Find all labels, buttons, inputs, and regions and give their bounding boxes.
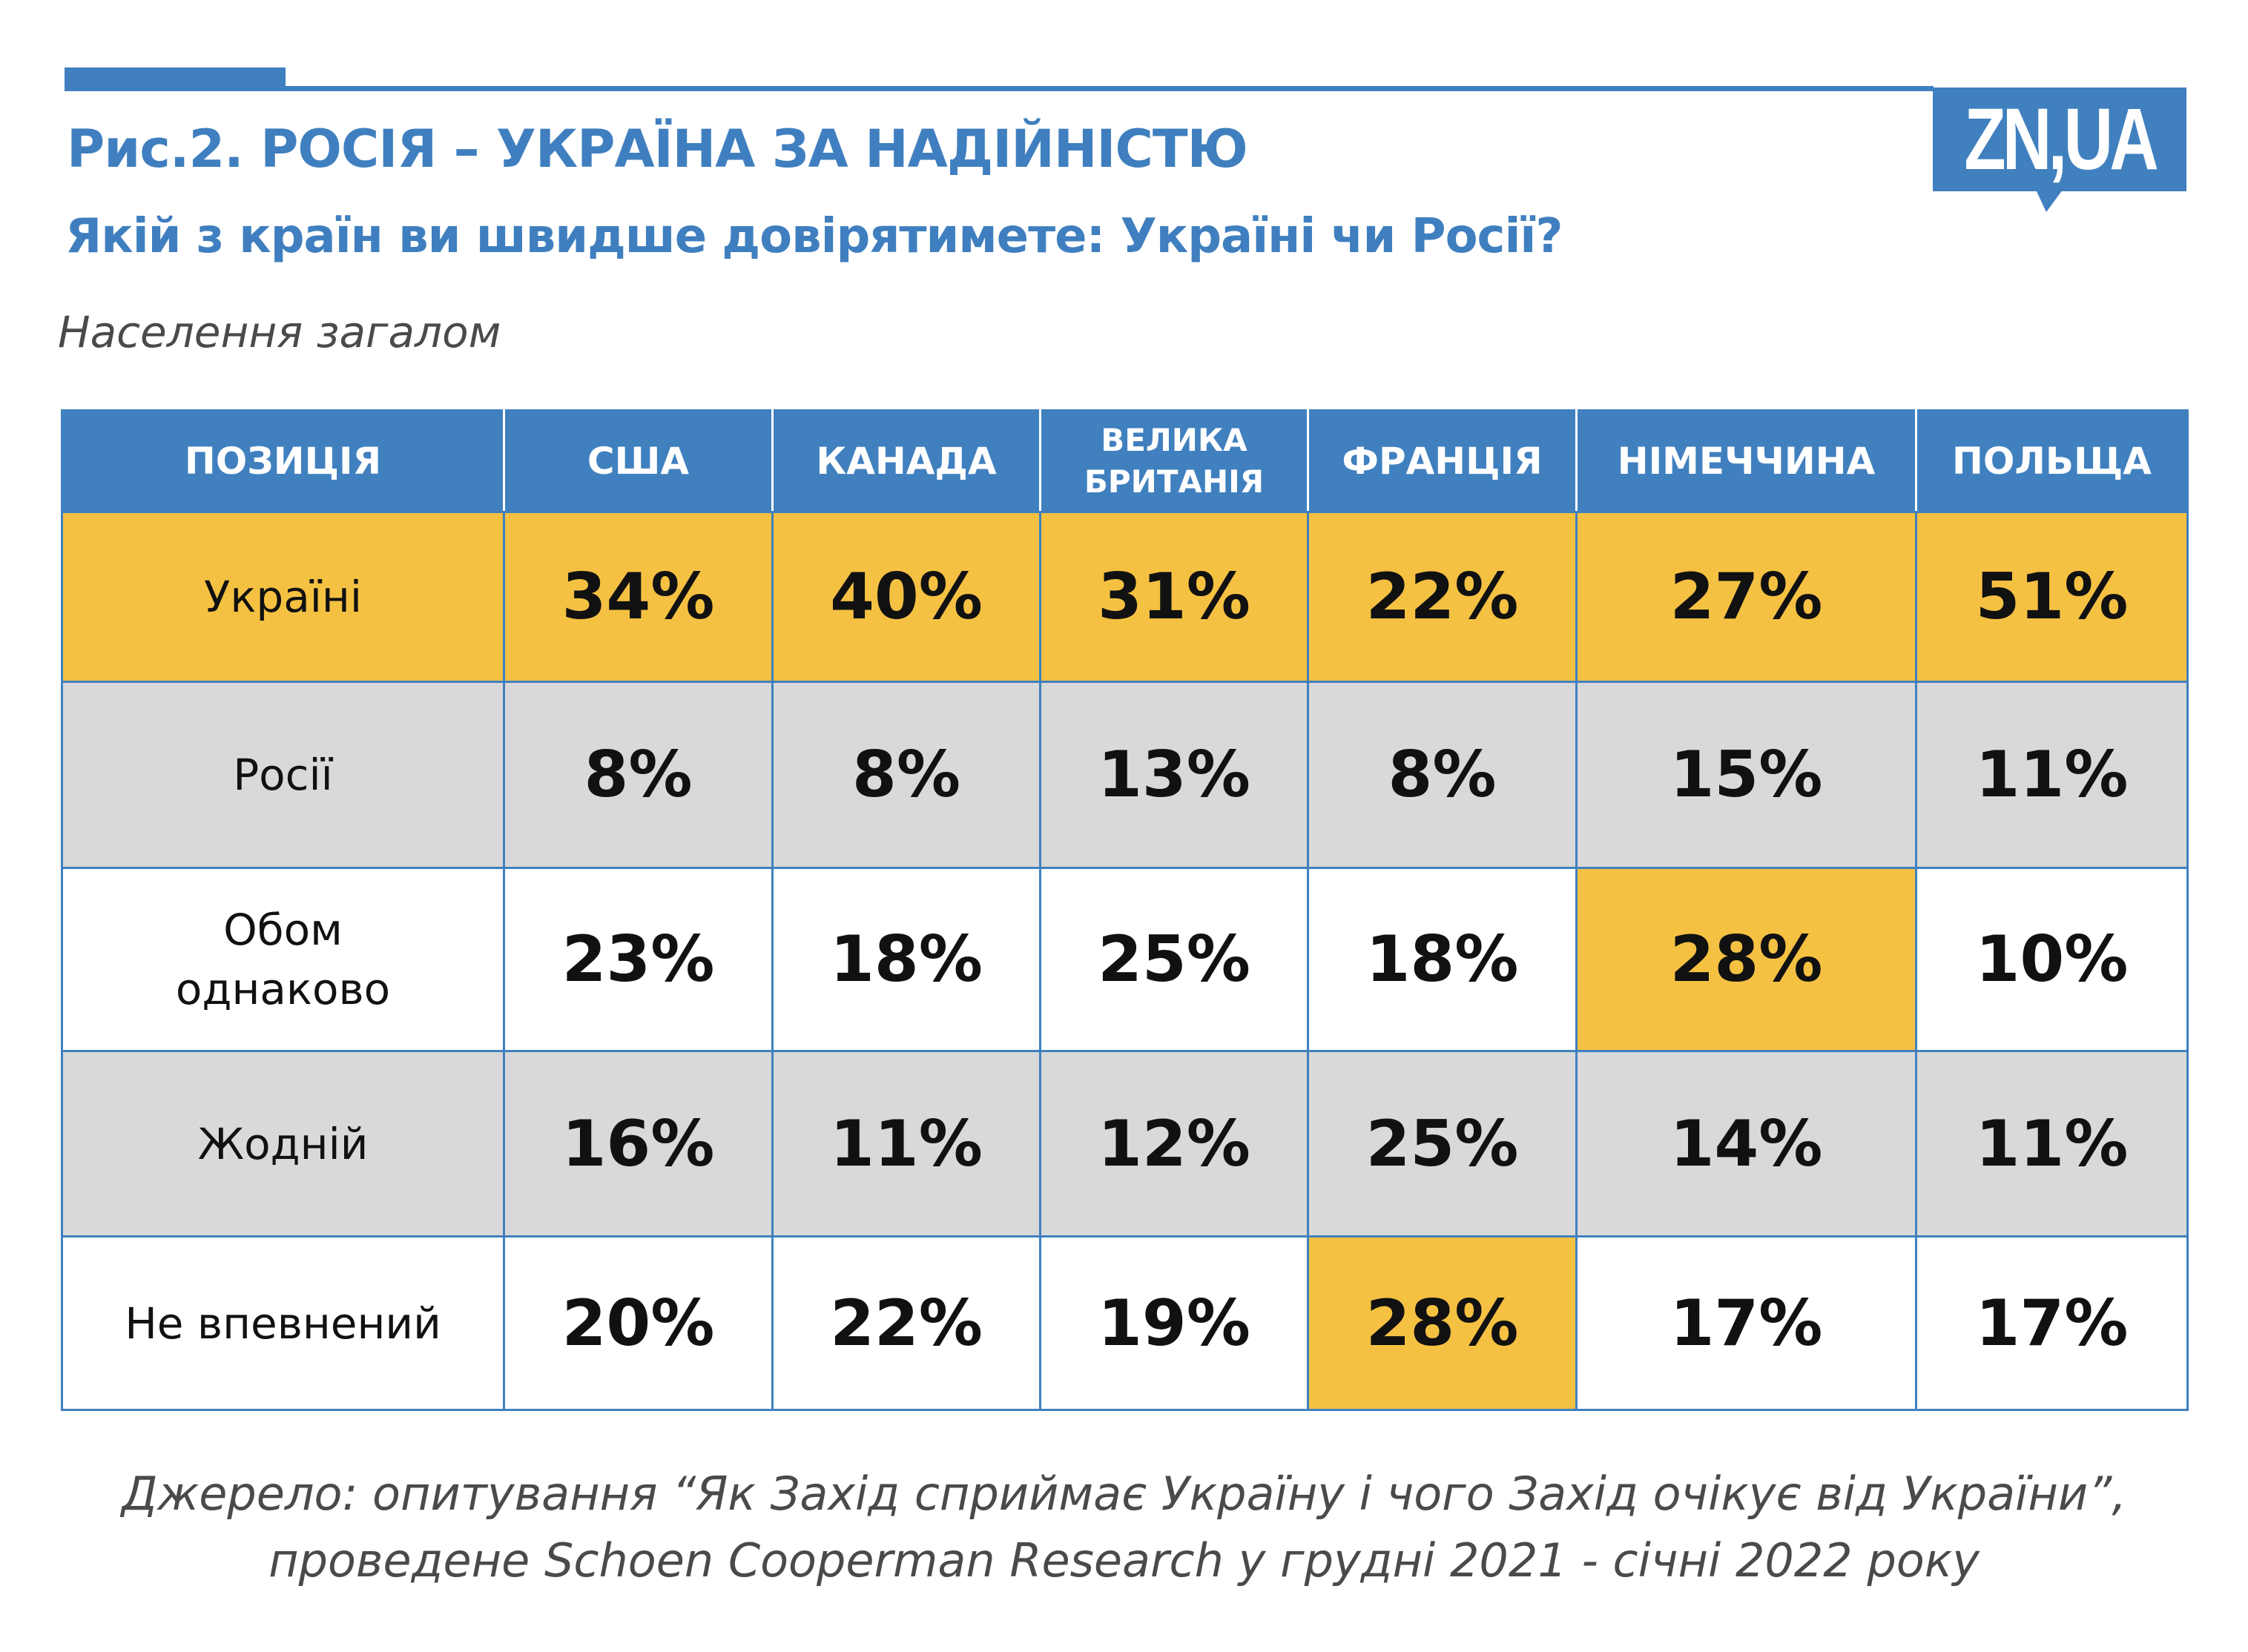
row-label: Росії [61,681,505,869]
table-row: Жодній 16% 11% 12% 25% 14% 11% [61,1050,2189,1238]
value-cell: 19% [1039,1235,1309,1411]
value-cell: 10% [1915,867,2189,1052]
value-cell: 22% [771,1235,1041,1411]
trust-table: ПОЗИЦІЯ США КАНАДА ВЕЛИКА БРИТАНІЯ ФРАНЦІЯ НІ… [61,409,2189,1411]
column-header: НІМЕЧЧИНА [1575,409,1917,513]
row-label: Жодній [61,1050,505,1238]
value-cell: 11% [1915,681,2189,869]
logo-text: ZN,UA [1964,90,2158,188]
table-row: Обом однаково 23% 18% 25% 18% 28% 10% [61,867,2189,1052]
header-rule [65,86,1934,91]
value-cell: 31% [1039,511,1309,683]
column-header: ПОЗИЦІЯ [61,409,505,513]
value-cell: 12% [1039,1050,1309,1238]
figure-subtitle: Якій з країн ви швидше довірятимете: Укр… [65,209,1563,264]
value-cell: 8% [503,681,774,869]
value-cell: 17% [1915,1235,2189,1411]
value-cell: 28% [1575,867,1917,1052]
value-cell: 40% [771,511,1041,683]
value-cell: 13% [1039,681,1309,869]
table-row: Не впевнений 20% 22% 19% 28% 17% 17% [61,1235,2189,1411]
row-label: Не впевнений [61,1235,505,1411]
column-header: КАНАДА [771,409,1041,513]
column-header: США [503,409,774,513]
table-header-row: ПОЗИЦІЯ США КАНАДА ВЕЛИКА БРИТАНІЯ ФРАНЦІЯ НІ… [61,409,2189,513]
value-cell: 11% [771,1050,1041,1238]
value-cell: 17% [1575,1235,1917,1411]
value-cell: 23% [503,867,774,1052]
value-cell: 8% [771,681,1041,869]
zn-ua-logo: ZN,UA [1933,87,2186,191]
value-cell: 18% [771,867,1041,1052]
column-header: ВЕЛИКА БРИТАНІЯ [1039,409,1309,513]
value-cell: 18% [1307,867,1578,1052]
value-cell: 8% [1307,681,1578,869]
value-cell: 25% [1307,1050,1578,1238]
table-row: Україні 34% 40% 31% 22% 27% 51% [61,511,2189,683]
table-row: Росії 8% 8% 13% 8% 15% 11% [61,681,2189,869]
value-cell: 34% [503,511,774,683]
source-line-1: Джерело: опитування “Як Захід сприймає У… [121,1467,2127,1521]
figure-title: Рис.2. РОСІЯ – УКРАЇНА ЗА НАДІЙНІСТЮ [67,119,1248,179]
value-cell: 20% [503,1235,774,1411]
population-label: Населення загалом [58,307,501,357]
column-header: ПОЛЬЩА [1915,409,2189,513]
value-cell: 16% [503,1050,774,1238]
value-cell: 14% [1575,1050,1917,1238]
value-cell: 27% [1575,511,1917,683]
value-cell: 15% [1575,681,1917,869]
value-cell: 25% [1039,867,1309,1052]
value-cell: 22% [1307,511,1578,683]
column-header: ФРАНЦІЯ [1307,409,1578,513]
value-cell: 11% [1915,1050,2189,1238]
value-cell: 51% [1915,511,2189,683]
row-label: Обом однаково [61,867,505,1052]
logo-speech-tail [2036,190,2063,212]
row-label: Україні [61,511,505,683]
value-cell: 28% [1307,1235,1578,1411]
source-line-2: проведене Schoen Cooperman Research у гр… [268,1533,1980,1587]
